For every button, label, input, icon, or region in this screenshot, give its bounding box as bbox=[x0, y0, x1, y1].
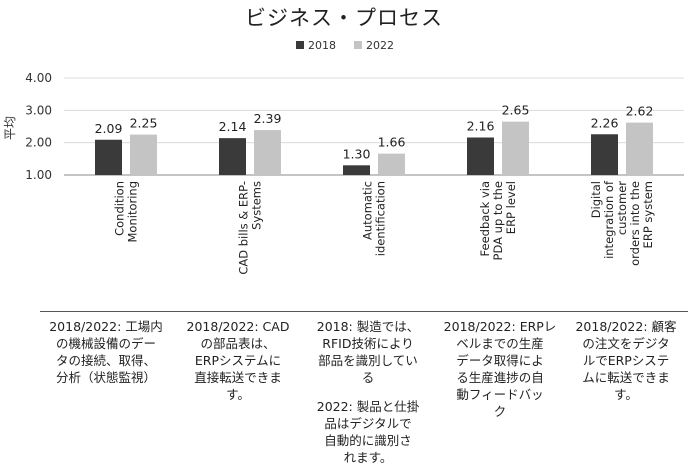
x-category-label-line: Digital bbox=[589, 181, 603, 218]
bar-2018 bbox=[343, 165, 370, 175]
data-label-2018: 1.30 bbox=[343, 146, 371, 161]
note-line: の部品表は、 bbox=[200, 336, 276, 351]
note-line: 2018: 製造では、 bbox=[316, 319, 420, 334]
x-category-label-line: orders into the bbox=[628, 181, 642, 266]
note-line: の機械設備のデー bbox=[55, 336, 156, 351]
y-tick-label: 3.00 bbox=[25, 103, 52, 117]
note-line: 動フィードバッ bbox=[456, 387, 544, 402]
note-line: ルでERPシステ bbox=[582, 353, 670, 368]
legend-swatch-2018 bbox=[296, 41, 304, 49]
x-category-label-line: Condition bbox=[113, 181, 127, 236]
y-axis-label: 平均 bbox=[3, 116, 17, 140]
data-label-2018: 2.14 bbox=[219, 119, 247, 134]
data-label-2022: 2.62 bbox=[626, 104, 654, 119]
note-line: 2018/2022: ERPレ bbox=[443, 319, 557, 334]
note-line: 2022: 製品と仕掛 bbox=[316, 399, 420, 414]
note-line: 直接転送できま bbox=[194, 370, 282, 385]
x-category-label-line: Automatic bbox=[361, 181, 375, 240]
data-label-2022: 2.25 bbox=[130, 116, 158, 131]
note-1: 2018/2022: 工場内 の機械設備のデー タの接続、取得、 分析（状態監視） bbox=[42, 318, 170, 386]
note-5: 2018/2022: 顧客 の注文をデジタ ルでERPシステ ムに転送できま す。 bbox=[568, 318, 684, 403]
note-line: タの接続、取得、 bbox=[55, 353, 156, 368]
bar-2022 bbox=[378, 153, 405, 175]
note-paragraph: 2018/2022: 工場内 の機械設備のデー タの接続、取得、 分析（状態監視） bbox=[42, 318, 170, 386]
x-category-label: Automaticidentification bbox=[361, 181, 388, 256]
data-label-2018: 2.16 bbox=[467, 118, 495, 133]
note-2: 2018/2022: CAD の部品表は、 ERPシステムに 直接転送できま す。 bbox=[178, 318, 298, 403]
bar-2022 bbox=[502, 121, 529, 175]
x-category-label-line: ERP system bbox=[641, 181, 655, 248]
x-category-label-line: integration of bbox=[602, 180, 616, 259]
bar-2018 bbox=[591, 134, 618, 175]
note-paragraph: 2018/2022: CAD の部品表は、 ERPシステムに 直接転送できま す。 bbox=[178, 318, 298, 403]
x-category-label: Digitalintegration ofcustomerorders into… bbox=[589, 180, 655, 266]
note-line: 2018/2022: 顧客 bbox=[575, 319, 677, 334]
x-category-label: ConditionMonitoring bbox=[113, 181, 140, 243]
note-4: 2018/2022: ERPレ ベルまでの生産 データ取得によ る生産進捗の自 動フィー… bbox=[440, 318, 560, 420]
bar-2022 bbox=[626, 122, 653, 175]
x-category-label-line: PDA up to the bbox=[491, 181, 505, 260]
note-line: 2018/2022: CAD bbox=[186, 319, 290, 334]
note-paragraph: 2022: 製品と仕掛 品はデジタルで 自動的に識別さ れます。 bbox=[306, 398, 430, 466]
note-line: 分析（状態監視） bbox=[55, 370, 156, 385]
data-label-2022: 2.39 bbox=[254, 111, 282, 126]
note-line: 品はデジタルで bbox=[324, 416, 412, 431]
note-line: す。 bbox=[226, 387, 250, 402]
note-line: 2018/2022: 工場内 bbox=[49, 319, 163, 334]
note-line: ク bbox=[493, 404, 507, 419]
x-category-label-line: identification bbox=[374, 181, 388, 256]
note-3: 2018: 製造では、 RFID技術により 部品を識別している 2022: 製品と仕掛… bbox=[306, 318, 430, 466]
note-line: 部品を識別してい bbox=[318, 353, 418, 368]
y-tick-label: 1.00 bbox=[25, 168, 52, 182]
note-line: れます。 bbox=[343, 450, 393, 465]
x-category-label: Feedback viaPDA up to theERP level bbox=[478, 181, 518, 260]
x-category-label-line: Feedback via bbox=[478, 181, 492, 256]
data-label-2018: 2.26 bbox=[591, 115, 619, 130]
bar-2018 bbox=[219, 138, 246, 175]
bar-2022 bbox=[254, 130, 281, 175]
bar-2018 bbox=[467, 137, 494, 175]
data-label-2022: 2.65 bbox=[502, 103, 530, 118]
x-category-label: CAD bills & ERP-Systems bbox=[237, 181, 264, 275]
note-line: 自動的に識別さ bbox=[324, 433, 412, 448]
note-line: RFID技術により bbox=[322, 336, 414, 351]
x-category-label-line: ERP level bbox=[504, 181, 518, 234]
x-category-label-line: Monitoring bbox=[126, 181, 140, 243]
note-line: ERPシステムに bbox=[194, 353, 282, 368]
bar-2022 bbox=[130, 134, 157, 175]
legend-swatch-2022 bbox=[354, 41, 362, 49]
y-tick-label: 4.00 bbox=[25, 71, 52, 85]
notes-divider bbox=[40, 311, 688, 312]
note-line: る生産進捗の自 bbox=[456, 370, 544, 385]
note-line: ベルまでの生産 bbox=[456, 336, 544, 351]
data-label-2022: 1.66 bbox=[378, 135, 406, 150]
note-line: る bbox=[361, 370, 375, 385]
data-label-2018: 2.09 bbox=[95, 121, 123, 136]
note-line: ムに転送できま bbox=[582, 370, 670, 385]
chart-title: ビジネス・プロセス bbox=[245, 6, 443, 30]
x-category-label-line: Systems bbox=[250, 181, 264, 230]
legend-label-2018: 2018 bbox=[308, 39, 336, 52]
note-paragraph: 2018/2022: 顧客 の注文をデジタ ルでERPシステ ムに転送できま す。 bbox=[568, 318, 684, 403]
legend-label-2022: 2022 bbox=[366, 39, 394, 52]
y-tick-label: 2.00 bbox=[25, 136, 52, 150]
note-line: す。 bbox=[614, 387, 638, 402]
note-line: の注文をデジタ bbox=[582, 336, 670, 351]
bar-2018 bbox=[95, 139, 122, 175]
note-line: データ取得によ bbox=[456, 353, 544, 368]
bar-chart: 1.00 2.00 3.00 4.00 平均 2018 2022 2.09 2.25 Condit… bbox=[3, 39, 684, 275]
x-category-label-line: customer bbox=[615, 181, 629, 235]
x-category-label-line: CAD bills & ERP- bbox=[237, 181, 251, 275]
note-paragraph: 2018: 製造では、 RFID技術により 部品を識別している bbox=[306, 318, 430, 386]
note-paragraph: 2018/2022: ERPレ ベルまでの生産 データ取得によ る生産進捗の自 動フィー… bbox=[440, 318, 560, 420]
